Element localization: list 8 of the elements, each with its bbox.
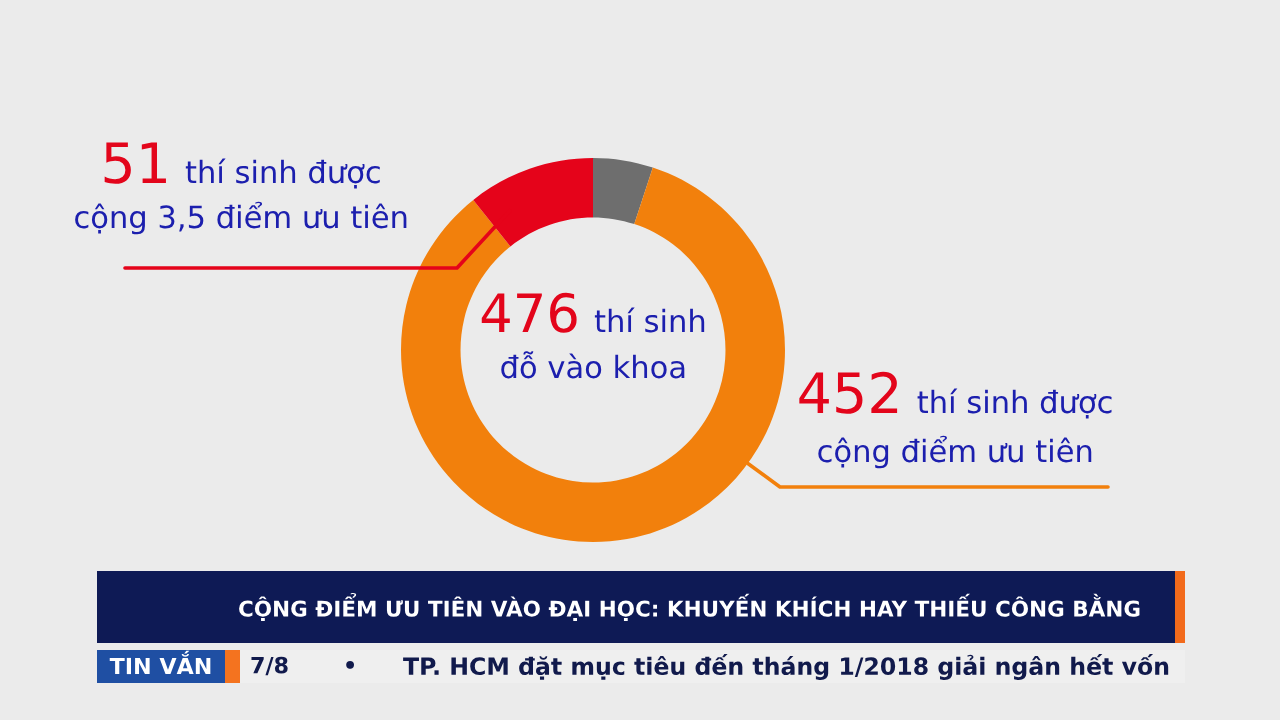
text: 7/8 — [251, 656, 288, 676]
text: 476 thí sinh đỗ vào khoa — [481, 292, 705, 379]
text: TIN VẮN — [109, 650, 211, 675]
text: TP. HCM đặt mục tiêu đến tháng 1/2018 giải ngân hết vốn — [403, 654, 1169, 680]
text: CỘNG ĐIỂM ƯU TIÊN VÀO ĐẠI HỌC: KHUYẾN KHÍCH HAY THIẾU CÔNG BẰNG — [239, 592, 1140, 622]
slice-label: 51 thí sinh được cộng 3,5 điểm ưu tiên — [75, 142, 407, 235]
text: • — [346, 660, 354, 669]
slice-label: 452 thí sinh được cộng điểm ưu tiên — [799, 371, 1112, 469]
